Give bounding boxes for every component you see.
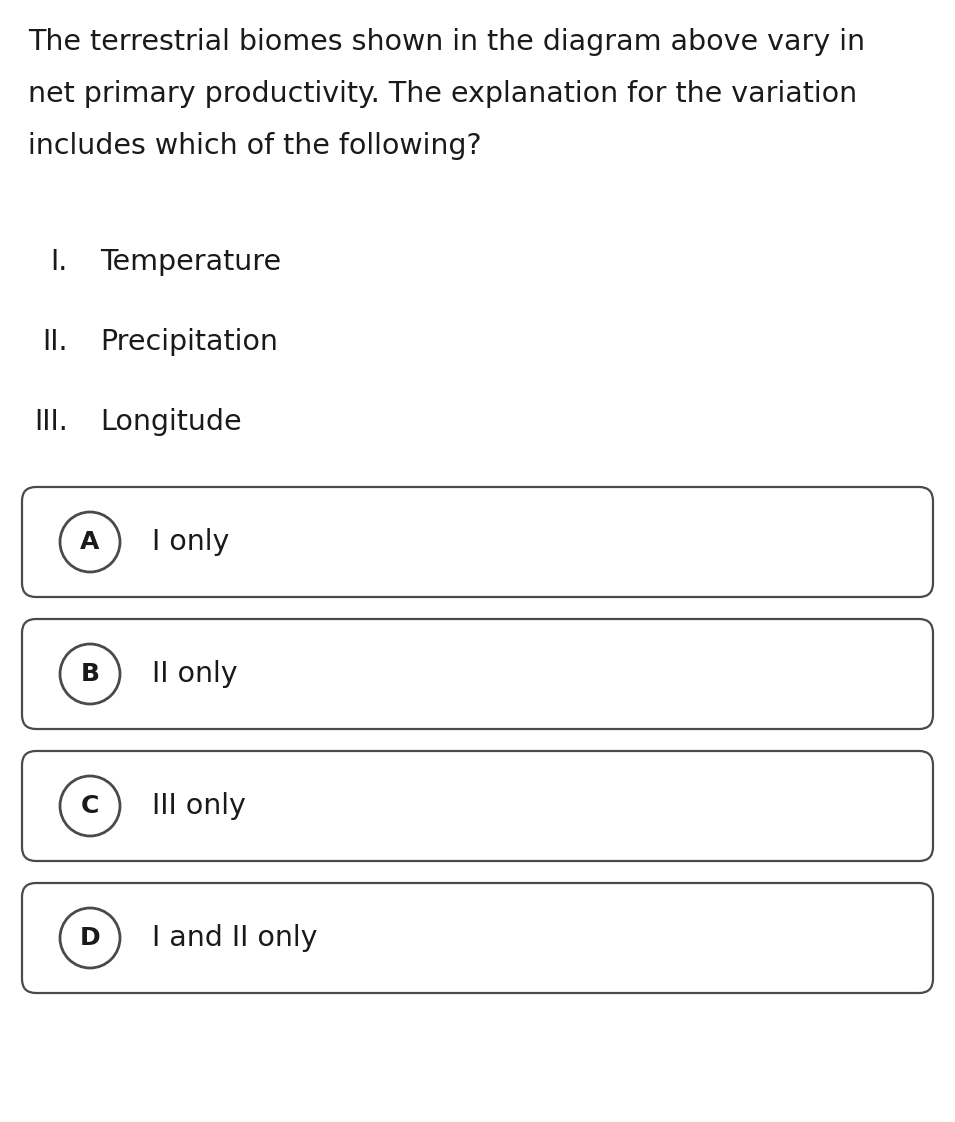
Text: Longitude: Longitude	[100, 408, 242, 436]
FancyBboxPatch shape	[22, 619, 933, 729]
FancyBboxPatch shape	[22, 487, 933, 597]
Text: A: A	[80, 530, 99, 554]
Text: II only: II only	[152, 660, 238, 688]
FancyBboxPatch shape	[22, 883, 933, 993]
Circle shape	[60, 644, 120, 703]
Text: II.: II.	[42, 328, 68, 356]
Text: net primary productivity. The explanation for the variation: net primary productivity. The explanatio…	[28, 80, 858, 108]
Text: B: B	[80, 662, 99, 686]
Text: Precipitation: Precipitation	[100, 328, 278, 356]
Text: D: D	[79, 926, 100, 950]
Text: C: C	[81, 794, 99, 818]
Text: III only: III only	[152, 792, 245, 820]
Text: includes which of the following?: includes which of the following?	[28, 132, 481, 160]
Circle shape	[60, 512, 120, 572]
Text: Temperature: Temperature	[100, 248, 281, 276]
Circle shape	[60, 776, 120, 836]
Text: I only: I only	[152, 528, 229, 557]
Circle shape	[60, 908, 120, 968]
Text: I and II only: I and II only	[152, 925, 317, 951]
Text: The terrestrial biomes shown in the diagram above vary in: The terrestrial biomes shown in the diag…	[28, 28, 865, 56]
FancyBboxPatch shape	[22, 751, 933, 861]
Text: III.: III.	[34, 408, 68, 436]
Text: I.: I.	[51, 248, 68, 276]
